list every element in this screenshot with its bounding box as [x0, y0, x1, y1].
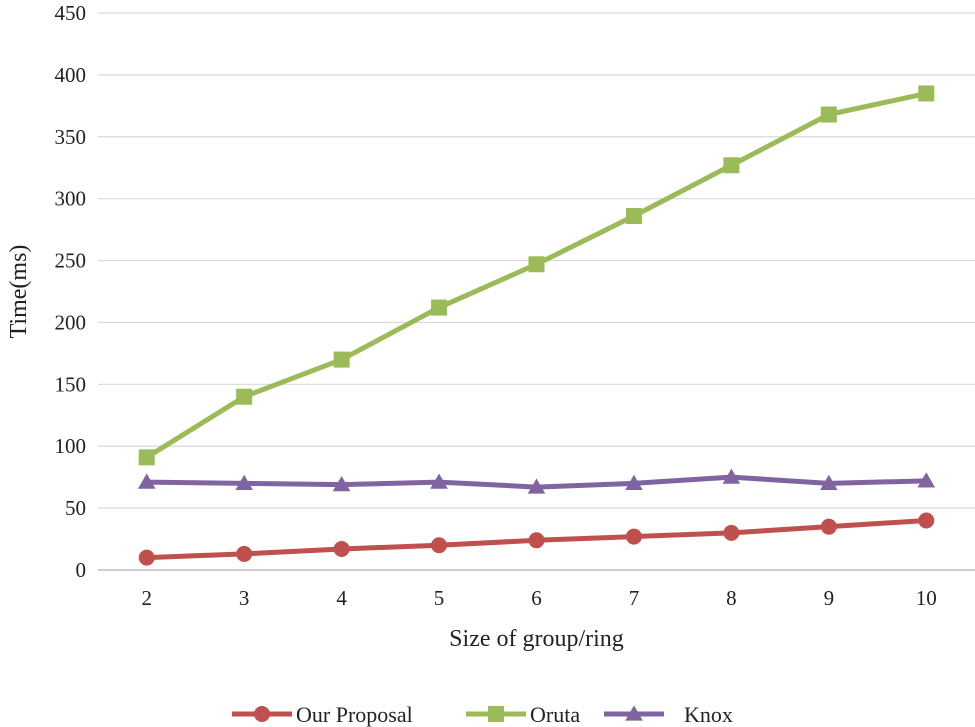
point-marker: [430, 473, 448, 489]
legend-item: Knox: [604, 702, 733, 727]
y-tick-label: 200: [55, 310, 87, 334]
y-tick-label: 50: [65, 496, 86, 520]
x-tick-label: 5: [434, 586, 445, 610]
y-axis-title: Time(ms): [6, 245, 32, 339]
series-our-proposal: [138, 512, 935, 566]
y-tick-label: 250: [55, 249, 87, 273]
x-tick-label: 4: [336, 586, 347, 610]
point-marker: [723, 524, 740, 541]
point-marker: [254, 706, 270, 722]
point-marker: [820, 106, 837, 123]
x-tick-label: 10: [916, 586, 937, 610]
point-marker: [138, 549, 155, 566]
y-tick-label: 450: [55, 1, 87, 25]
x-tick-label: 3: [239, 586, 250, 610]
legend-label: Oruta: [530, 702, 580, 727]
point-marker: [528, 532, 545, 549]
legend-item: Oruta: [466, 702, 580, 727]
point-marker: [236, 388, 253, 405]
legend: Our Proposal Oruta Knox: [232, 702, 733, 727]
point-marker: [625, 705, 643, 721]
x-tick-label: 8: [726, 586, 737, 610]
point-marker: [527, 478, 546, 494]
point-marker: [918, 512, 935, 529]
point-marker: [722, 468, 741, 484]
x-tick-label: 9: [824, 586, 835, 610]
point-marker: [333, 540, 350, 557]
point-marker: [820, 518, 837, 535]
point-marker: [625, 207, 642, 224]
point-marker: [332, 475, 351, 492]
y-tick-label: 0: [76, 558, 87, 582]
point-marker: [820, 474, 838, 490]
y-axis-ticks: 0 50 100 150 200 250 300 350 400 450: [55, 1, 87, 582]
legend-item: Our Proposal: [232, 702, 413, 727]
point-marker: [137, 473, 156, 489]
series-knox: [137, 468, 936, 494]
point-marker: [333, 351, 350, 368]
y-tick-label: 400: [55, 63, 87, 87]
x-tick-label: 6: [531, 586, 542, 610]
point-marker: [528, 256, 545, 273]
x-axis-ticks: 2 3 4 5 6 7 8 9 10: [141, 586, 936, 610]
point-marker: [625, 528, 642, 545]
legend-label: Knox: [684, 702, 733, 727]
series-line: [144, 90, 929, 460]
y-tick-label: 100: [55, 434, 87, 458]
point-marker: [488, 706, 504, 722]
series-oruta: [138, 85, 935, 466]
point-marker: [236, 545, 253, 562]
y-tick-label: 350: [55, 125, 87, 149]
point-marker: [917, 472, 936, 488]
x-tick-label: 7: [629, 586, 640, 610]
point-marker: [431, 299, 448, 316]
point-marker: [625, 474, 643, 490]
point-marker: [723, 157, 740, 174]
x-tick-label: 2: [141, 586, 152, 610]
y-tick-label: 150: [55, 372, 87, 396]
x-axis-title: Size of group/ring: [449, 626, 624, 652]
point-marker: [235, 474, 253, 490]
point-marker: [431, 537, 448, 554]
series-lines: [137, 85, 936, 566]
y-tick-label: 300: [55, 187, 87, 211]
point-marker: [918, 85, 935, 102]
point-marker: [138, 449, 155, 466]
legend-label: Our Proposal: [296, 702, 413, 727]
